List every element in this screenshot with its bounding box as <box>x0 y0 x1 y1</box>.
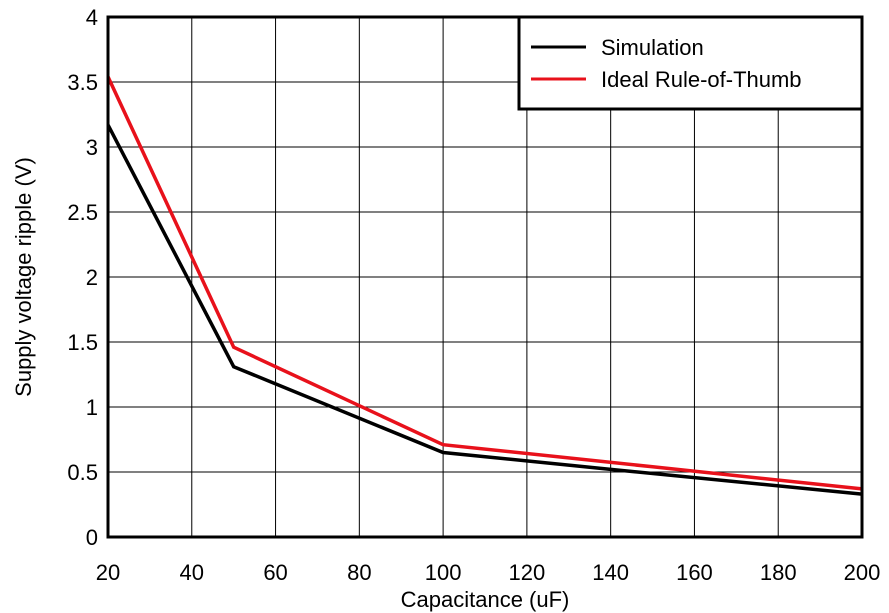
legend: Simulation Ideal Rule-of-Thumb <box>517 15 864 111</box>
y-tick-label: 1.5 <box>67 330 98 355</box>
x-axis-title: Capacitance (uF) <box>401 587 570 612</box>
y-tick-labels: 0 0.5 1 1.5 2 2.5 3 3.5 4 <box>67 5 98 550</box>
x-tick-label: 140 <box>592 560 629 585</box>
x-tick-label: 100 <box>425 560 462 585</box>
x-tick-label: 180 <box>760 560 797 585</box>
y-tick-label: 1 <box>86 395 98 420</box>
x-tick-label: 40 <box>180 560 204 585</box>
series-line-ideal-rule-of-thumb <box>106 76 863 491</box>
y-tick-label: 4 <box>86 5 98 30</box>
series-line-simulation <box>106 124 863 496</box>
legend-label-simulation: Simulation <box>601 35 704 60</box>
y-tick-label: 2.5 <box>67 200 98 225</box>
y-tick-label: 0 <box>86 525 98 550</box>
legend-box <box>517 15 864 111</box>
x-tick-label: 20 <box>96 560 120 585</box>
x-tick-label: 200 <box>844 560 881 585</box>
x-tick-label: 160 <box>676 560 713 585</box>
y-tick-label: 3.5 <box>67 70 98 95</box>
y-axis-title: Supply voltage ripple (V) <box>11 157 36 397</box>
series-layer <box>106 76 863 496</box>
x-tick-label: 80 <box>347 560 371 585</box>
x-tick-label: 60 <box>263 560 287 585</box>
y-tick-label: 3 <box>86 135 98 160</box>
x-tick-label: 120 <box>509 560 546 585</box>
legend-label-ideal-rule-of-thumb: Ideal Rule-of-Thumb <box>601 67 802 92</box>
y-tick-label: 0.5 <box>67 460 98 485</box>
y-tick-label: 2 <box>86 265 98 290</box>
plot-frame <box>106 15 864 539</box>
x-tick-labels: 20 40 60 80 100 120 140 160 180 200 <box>96 560 881 585</box>
